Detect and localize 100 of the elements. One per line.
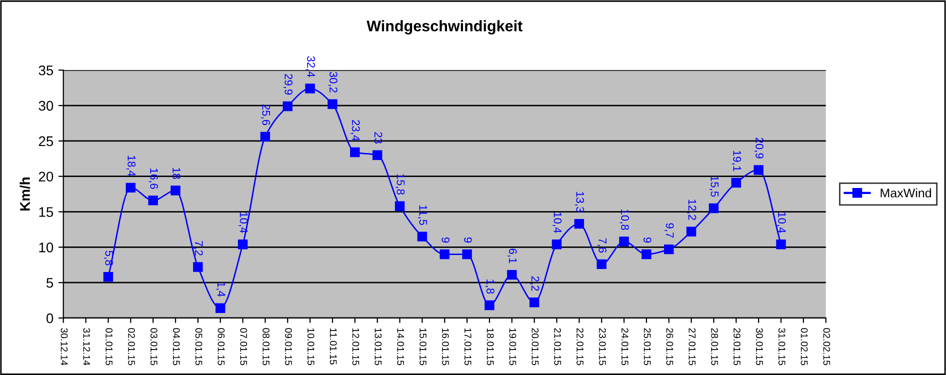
- y-tick-label: 5: [46, 278, 54, 288]
- x-tick-label: 08.01.15: [262, 328, 270, 366]
- data-label: 25,6: [260, 104, 270, 126]
- x-tick-label: 18.01.15: [486, 328, 494, 366]
- point: [686, 226, 696, 236]
- x-tick-label: 23.01.15: [598, 328, 606, 366]
- point: [462, 249, 472, 260]
- point: [574, 218, 584, 229]
- data-label: 9: [464, 237, 472, 243]
- point: [417, 232, 428, 242]
- point: [776, 239, 786, 250]
- x-tick-label: 17.01.15: [464, 328, 472, 366]
- data-label: 29,9: [283, 74, 293, 95]
- x-tick-label: 26.01.15: [666, 328, 674, 366]
- legend-label: MaxWind: [880, 188, 932, 198]
- x-tick-label: 01.02.15: [800, 328, 808, 366]
- point: [754, 165, 764, 175]
- y-tick-label: 15: [39, 207, 54, 217]
- x-tick-label: 09.01.15: [285, 328, 292, 366]
- data-label: 20,9: [754, 138, 764, 158]
- point: [529, 298, 540, 308]
- point: [507, 270, 517, 280]
- x-tick-label: 16.01.15: [442, 328, 449, 366]
- x-tick-label: 13.01.15: [374, 328, 382, 366]
- data-label: 10,4: [776, 212, 786, 233]
- data-label: 15,5: [709, 176, 718, 197]
- x-tick-label: 10.01.15: [307, 328, 314, 366]
- y-tick-label: 10: [39, 242, 54, 252]
- point: [282, 101, 292, 112]
- x-tick-label: 15.01.15: [420, 328, 426, 366]
- y-tick-label: 25: [38, 136, 54, 146]
- point: [708, 203, 719, 214]
- data-label: 16,6: [148, 168, 158, 189]
- data-label: 9: [643, 237, 652, 243]
- x-tick-label: 01.01.15: [106, 328, 113, 366]
- point: [731, 178, 742, 188]
- data-label: 23: [374, 132, 382, 144]
- x-tick-label: 25.01.15: [644, 328, 651, 366]
- point: [596, 259, 606, 270]
- x-tick-label: 19.01.15: [509, 328, 516, 366]
- x-tick-label: 22.01.15: [576, 328, 584, 366]
- data-label: 7,2: [194, 241, 203, 256]
- x-tick-label: 29.01.15: [734, 328, 740, 366]
- data-label: 18: [172, 168, 180, 179]
- x-tick-label: 02.02.15: [823, 328, 830, 366]
- data-label: 1,4: [216, 282, 226, 297]
- data-label: 10,4: [552, 212, 562, 233]
- y-tick-label: 0: [46, 313, 54, 324]
- point: [305, 84, 315, 94]
- data-label: 6,1: [508, 248, 517, 264]
- x-tick-label: 05.01.15: [195, 328, 202, 366]
- data-label: 10,4: [238, 212, 248, 233]
- data-label: 30,2: [328, 72, 338, 92]
- x-tick-label: 24.01.15: [621, 328, 628, 366]
- data-label: 13,3: [574, 192, 584, 212]
- x-tick-label: 27.01.15: [688, 328, 696, 366]
- point: [238, 239, 248, 250]
- x-tick-label: 30.01.15: [756, 328, 763, 366]
- point: [642, 249, 652, 260]
- x-tick-label: 14.01.15: [397, 328, 404, 366]
- x-tick-label: 31.12.14: [83, 328, 90, 366]
- x-tick-label: 30.12.14: [60, 328, 68, 366]
- data-label: 18,4: [126, 156, 136, 176]
- x-tick-label: 31.01.15: [778, 328, 786, 366]
- x-tick-label: 11.01.15: [330, 328, 337, 364]
- data-label: 9: [442, 237, 450, 243]
- point: [328, 99, 338, 109]
- data-label: 11,5: [418, 205, 427, 225]
- y-axis-title: Km/h: [20, 178, 30, 210]
- point: [103, 272, 114, 282]
- x-tick-label: 03.01.15: [150, 328, 158, 366]
- point: [170, 186, 180, 196]
- point: [484, 300, 494, 310]
- data-label: 10,8: [620, 210, 629, 230]
- data-label: 32,4: [306, 56, 315, 78]
- point: [216, 303, 226, 313]
- y-tick-label: 35: [38, 65, 54, 76]
- point: [126, 182, 136, 193]
- data-label: 19,1: [732, 150, 742, 172]
- point: [193, 262, 203, 272]
- data-label: 9,7: [664, 223, 674, 238]
- point: [372, 150, 382, 160]
- x-tick-label: 06.01.15: [218, 328, 225, 366]
- data-label: 15,8: [395, 174, 405, 195]
- x-tick-label: 12.01.15: [352, 328, 360, 366]
- x-tick-label: 04.01.15: [172, 328, 180, 366]
- data-label: 7,6: [597, 238, 606, 253]
- x-tick-label: 21.01.15: [554, 328, 562, 366]
- point: [440, 249, 450, 260]
- point: [664, 244, 674, 254]
- x-tick-label: 02.01.15: [128, 328, 135, 366]
- y-tick-label: 30: [38, 100, 54, 111]
- point: [552, 239, 562, 250]
- x-tick-label: 20.01.15: [532, 328, 539, 366]
- point: [394, 201, 405, 211]
- point: [148, 196, 158, 206]
- data-label: 1,8: [485, 280, 494, 294]
- point: [619, 236, 629, 246]
- data-label: 2,2: [530, 276, 540, 291]
- chart-title: Windgeschwindigkeit: [366, 20, 522, 34]
